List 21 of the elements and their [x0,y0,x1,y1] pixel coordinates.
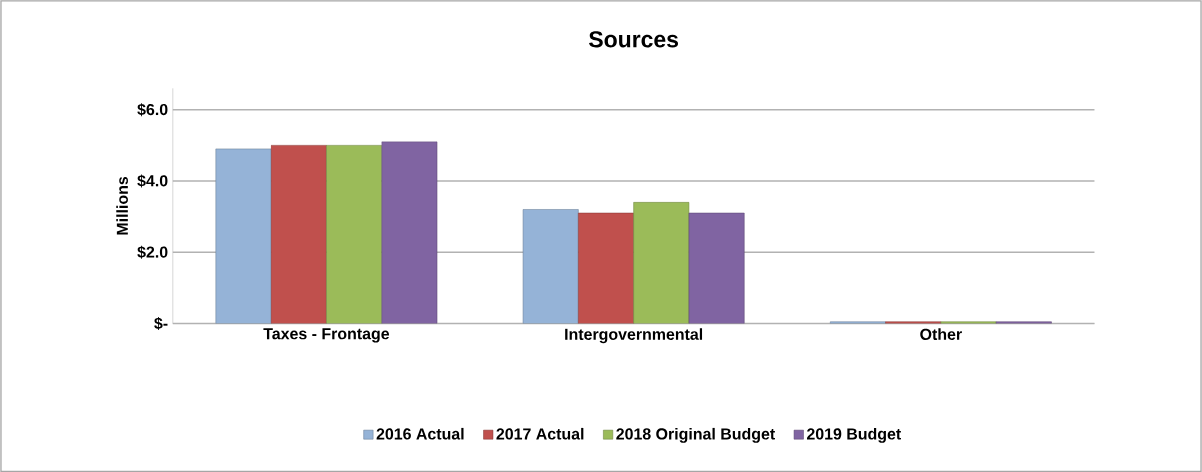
y-tick-label: $4.0 [137,174,168,188]
legend-label: 2017 Actual [496,427,584,440]
bar [578,212,634,324]
bar [270,144,327,324]
y-tick-label: $- [154,316,168,330]
chart-title: Sources [589,31,679,48]
bar [633,201,690,324]
legend-label: 2018 Original Budget [616,427,775,443]
y-axis-title: Millions [116,176,128,235]
legend-label: 2019 Budget [806,427,901,443]
bar [522,209,579,324]
bar [381,141,438,324]
y-tick-label: $6.0 [137,103,168,117]
bar [215,148,272,324]
bar [326,144,382,324]
x-tick-label: Taxes - Frontage [263,328,390,343]
x-tick-label: Other [920,328,962,340]
bar [688,212,745,324]
x-tick-label: Intergovernmental [565,328,703,343]
y-tick-label: $2.0 [137,245,168,259]
legend-label: 2016 Actual [376,427,464,440]
